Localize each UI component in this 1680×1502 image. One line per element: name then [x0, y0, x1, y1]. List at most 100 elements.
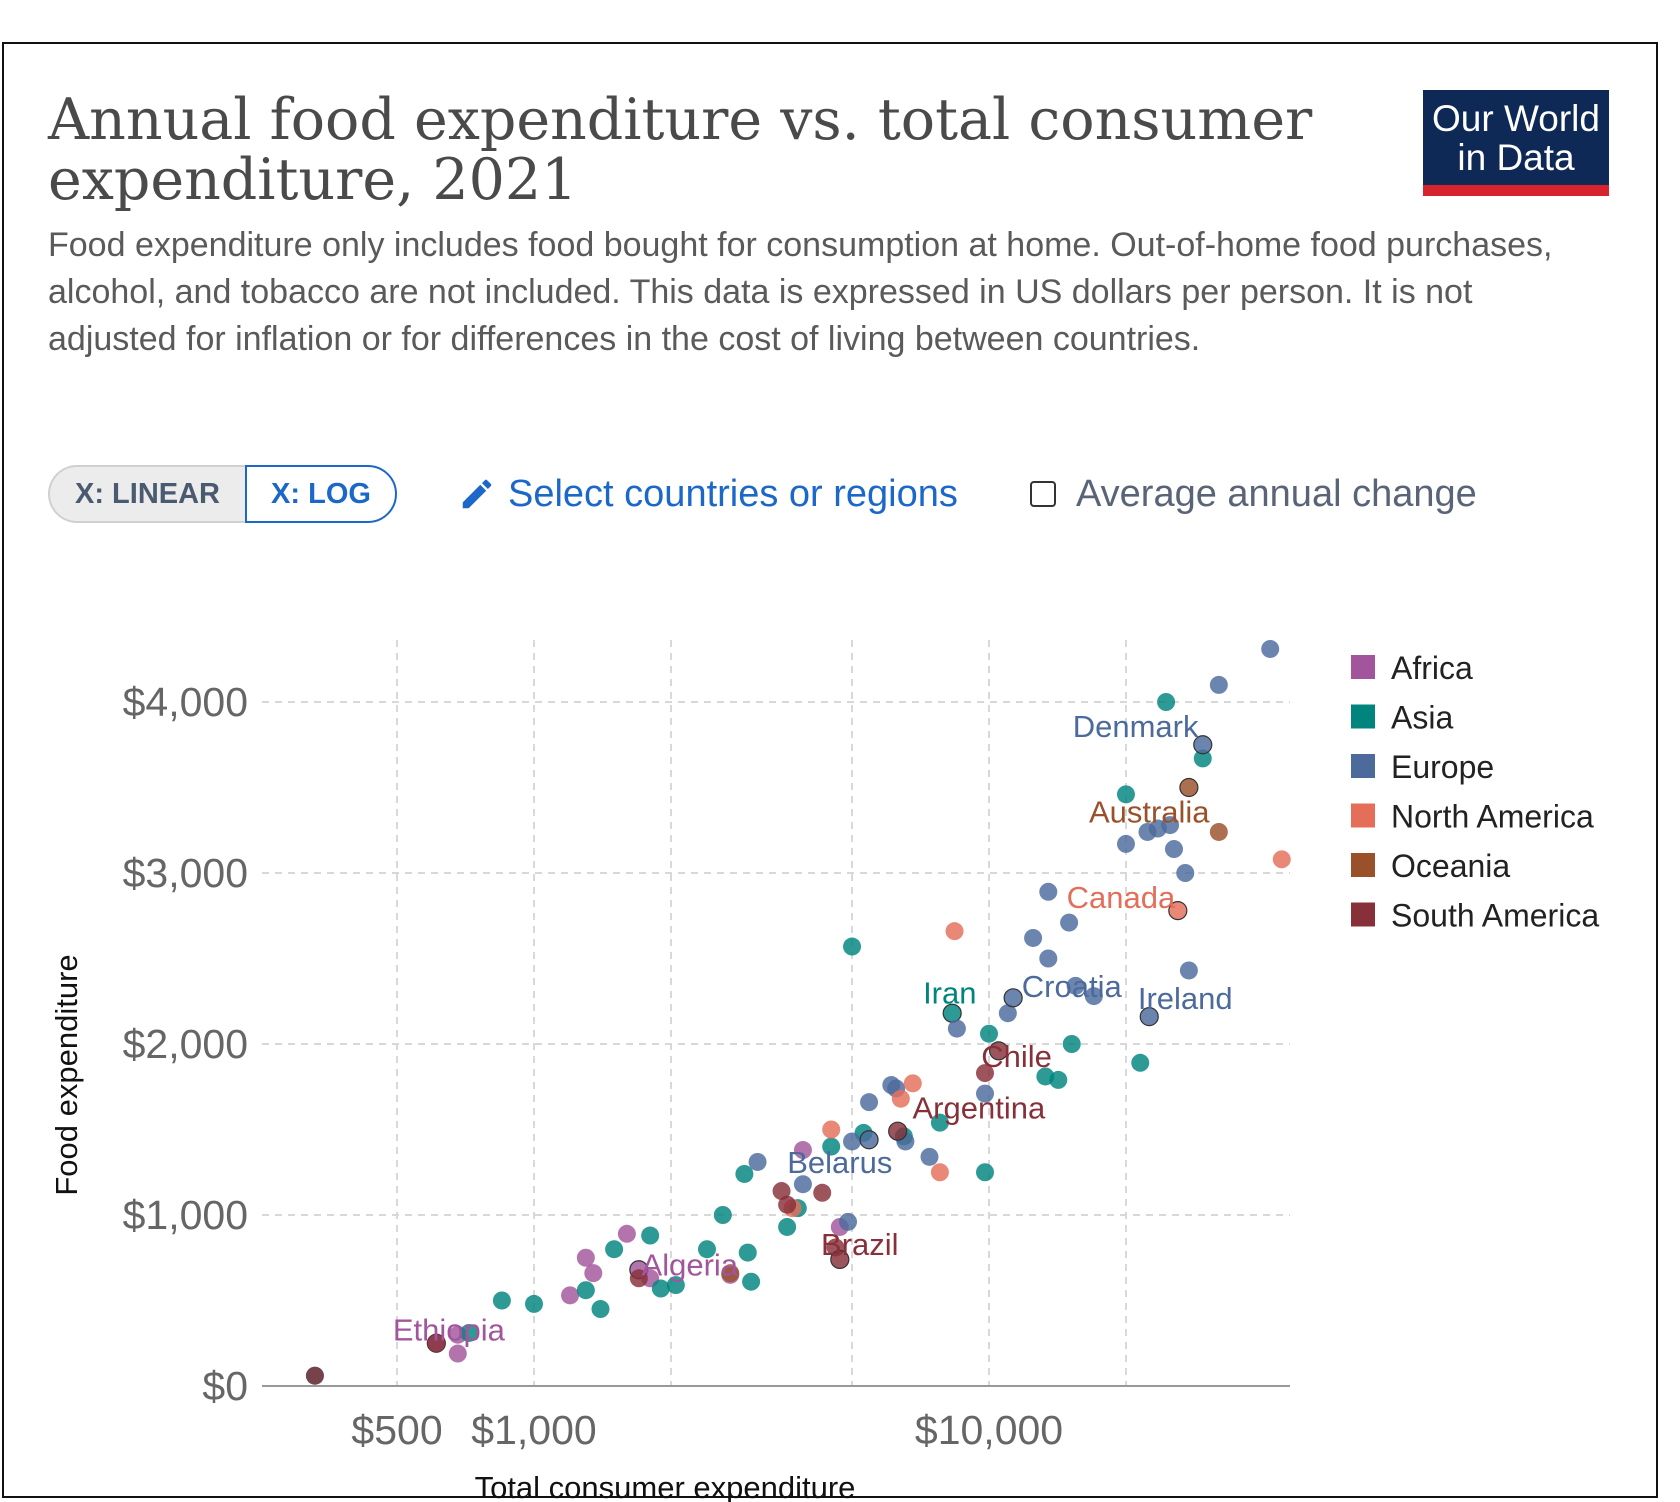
- data-point: [1066, 976, 1085, 995]
- data-point: [1060, 913, 1079, 932]
- data-point: [629, 1269, 648, 1288]
- data-point: [525, 1294, 543, 1313]
- legend-swatch: [1351, 853, 1375, 877]
- data-point: [1024, 928, 1043, 947]
- point-label: Australia: [1089, 794, 1210, 829]
- x-scale-toggle: X: LINEAR X: LOG: [48, 465, 397, 523]
- data-point: [427, 1334, 446, 1353]
- data-point: [793, 1175, 812, 1194]
- data-point: [1176, 864, 1195, 882]
- data-point: [891, 1089, 910, 1108]
- legend-label: South America: [1391, 898, 1599, 934]
- data-point: [1164, 840, 1183, 859]
- x-axis-title: Total consumer expenditure: [475, 1470, 856, 1502]
- legend-label: Europe: [1391, 749, 1494, 785]
- data-point: [448, 1344, 467, 1363]
- data-point: [742, 1272, 761, 1291]
- y-tick-label: $3,000: [123, 850, 248, 896]
- point-label: Croatia: [1022, 969, 1123, 1004]
- data-point: [860, 1093, 879, 1112]
- data-point: [843, 1132, 862, 1151]
- data-point: [1209, 675, 1228, 694]
- data-point: [822, 1137, 841, 1156]
- data-point: [1039, 949, 1058, 968]
- select-countries-button[interactable]: Select countries or regions: [458, 466, 958, 522]
- data-point: [903, 1074, 922, 1093]
- data-point: [976, 1163, 995, 1182]
- data-point: [998, 1004, 1017, 1023]
- pencil-icon: [462, 479, 492, 509]
- data-point: [1168, 901, 1188, 921]
- average-annual-change-toggle[interactable]: Average annual change: [1030, 466, 1477, 522]
- logo-line1: Our World: [1432, 98, 1600, 139]
- data-point: [1161, 816, 1180, 835]
- data-point: [1116, 785, 1135, 804]
- y-tick-label: $2,000: [123, 1021, 248, 1067]
- data-point: [1272, 850, 1291, 869]
- data-point: [460, 1323, 479, 1342]
- data-point: [930, 1163, 949, 1182]
- average-checkbox[interactable]: [1030, 481, 1056, 507]
- data-point: [748, 1152, 767, 1171]
- legend-swatch: [1351, 902, 1375, 927]
- point-label: Denmark: [1073, 709, 1199, 744]
- chart-title: Annual food expenditure vs. total consum…: [48, 87, 1313, 213]
- point-label: Ireland: [1138, 981, 1233, 1016]
- data-point: [1261, 639, 1280, 658]
- data-point: [492, 1291, 511, 1310]
- average-label: Average annual change: [1076, 472, 1477, 515]
- data-point: [813, 1183, 832, 1202]
- data-point: [920, 1147, 939, 1166]
- point-label: Chile: [981, 1039, 1052, 1074]
- legend-label: Africa: [1391, 650, 1473, 686]
- data-point: [584, 1264, 603, 1283]
- data-point: [859, 1130, 879, 1150]
- data-point: [888, 1121, 908, 1141]
- data-point: [735, 1164, 754, 1183]
- data-point: [713, 1206, 732, 1224]
- x-tick-label: $1,000: [471, 1407, 596, 1453]
- data-point: [641, 1226, 660, 1245]
- logo-red-bar: [1423, 185, 1609, 196]
- data-point: [1193, 735, 1213, 755]
- data-points: [305, 639, 1291, 1385]
- point-label: Ethiopia: [393, 1313, 506, 1348]
- data-point: [576, 1281, 595, 1300]
- axes: $0 $1,000 $2,000 $3,000 $4,000 $500 $1,000 $10,…: [123, 679, 1290, 1453]
- data-point: [697, 1240, 716, 1259]
- chart-frame: [2, 42, 1658, 1498]
- data-point: [1157, 693, 1176, 711]
- x-tick-label: $10,000: [915, 1407, 1063, 1453]
- data-point: [721, 1264, 740, 1283]
- y-tick-label: $1,000: [123, 1192, 248, 1238]
- owid-logo[interactable]: Our World in Data: [1423, 90, 1609, 196]
- data-point: [772, 1182, 791, 1201]
- y-axis-title: Food expenditure: [49, 954, 84, 1195]
- data-point: [305, 1366, 324, 1385]
- data-point: [930, 1113, 949, 1132]
- data-point: [989, 1041, 1009, 1061]
- point-label: Algeria: [642, 1248, 739, 1283]
- data-point: [617, 1224, 636, 1243]
- data-point: [1084, 987, 1103, 1006]
- data-point: [843, 937, 862, 956]
- data-point: [793, 1141, 812, 1160]
- data-point: [591, 1300, 610, 1319]
- data-point: [666, 1276, 685, 1295]
- legend: Africa Asia Europe North America Oceania Sout…: [1351, 650, 1599, 934]
- data-point: [980, 1024, 998, 1043]
- legend-label: Asia: [1391, 700, 1453, 736]
- data-point: [1179, 961, 1198, 980]
- legend-label: Oceania: [1391, 848, 1510, 884]
- point-label: Belarus: [787, 1145, 892, 1180]
- x-log-button[interactable]: X: LOG: [245, 465, 397, 523]
- data-point: [1209, 822, 1228, 841]
- data-point: [822, 1120, 841, 1139]
- y-tick-label: $0: [202, 1363, 248, 1409]
- data-point: [1003, 988, 1023, 1008]
- point-label: Canada: [1067, 880, 1176, 915]
- x-tick-label: $500: [351, 1407, 442, 1453]
- x-linear-button[interactable]: X: LINEAR: [48, 465, 245, 523]
- data-point: [1139, 1007, 1159, 1027]
